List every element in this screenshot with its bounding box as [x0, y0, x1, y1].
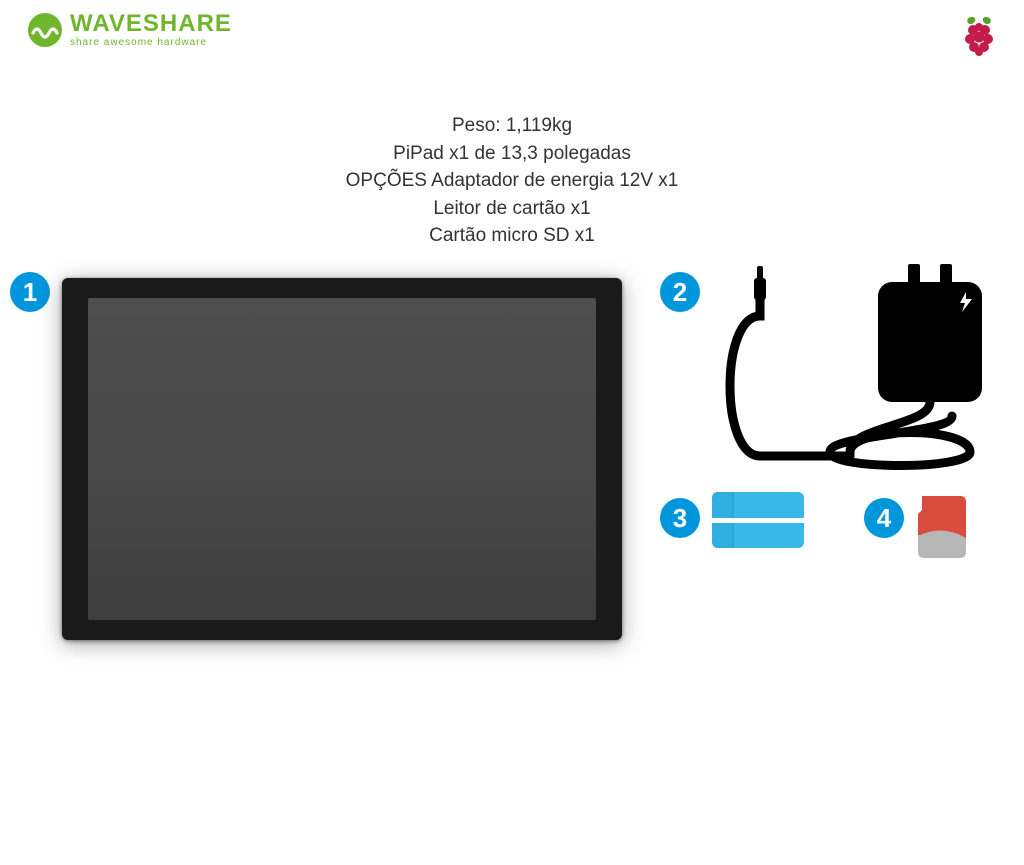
brand-tagline: share awesome hardware [70, 38, 232, 48]
spec-line: OPÇÕES Adaptador de energia 12V x1 [0, 167, 1024, 195]
spec-line: Leitor de cartão x1 [0, 195, 1024, 223]
spec-line: Cartão micro SD x1 [0, 222, 1024, 250]
waveshare-logo-icon [28, 13, 62, 47]
item-power-adapter [700, 256, 1000, 476]
spec-line: PiPad x1 de 13,3 polegadas [0, 140, 1024, 168]
spec-list: Peso: 1,119kg PiPad x1 de 13,3 polegadas… [0, 112, 1024, 250]
header: WAVESHARE share awesome hardware [0, 0, 1024, 56]
card-reader-stripe [712, 518, 804, 523]
product-gallery: 1 2 3 4 [0, 256, 1024, 656]
item-microsd [916, 496, 968, 558]
item-card-reader [712, 492, 804, 548]
waveshare-logo: WAVESHARE share awesome hardware [28, 12, 232, 48]
tablet-screen [88, 298, 596, 620]
item-badge-3: 3 [660, 498, 700, 538]
brand-name: WAVESHARE [70, 12, 232, 36]
item-badge-4: 4 [864, 498, 904, 538]
item-badge-1: 1 [10, 272, 50, 312]
spec-line: Peso: 1,119kg [0, 112, 1024, 140]
raspberry-pi-logo-icon [962, 14, 996, 56]
item-badge-2: 2 [660, 272, 700, 312]
item-tablet [62, 278, 622, 640]
